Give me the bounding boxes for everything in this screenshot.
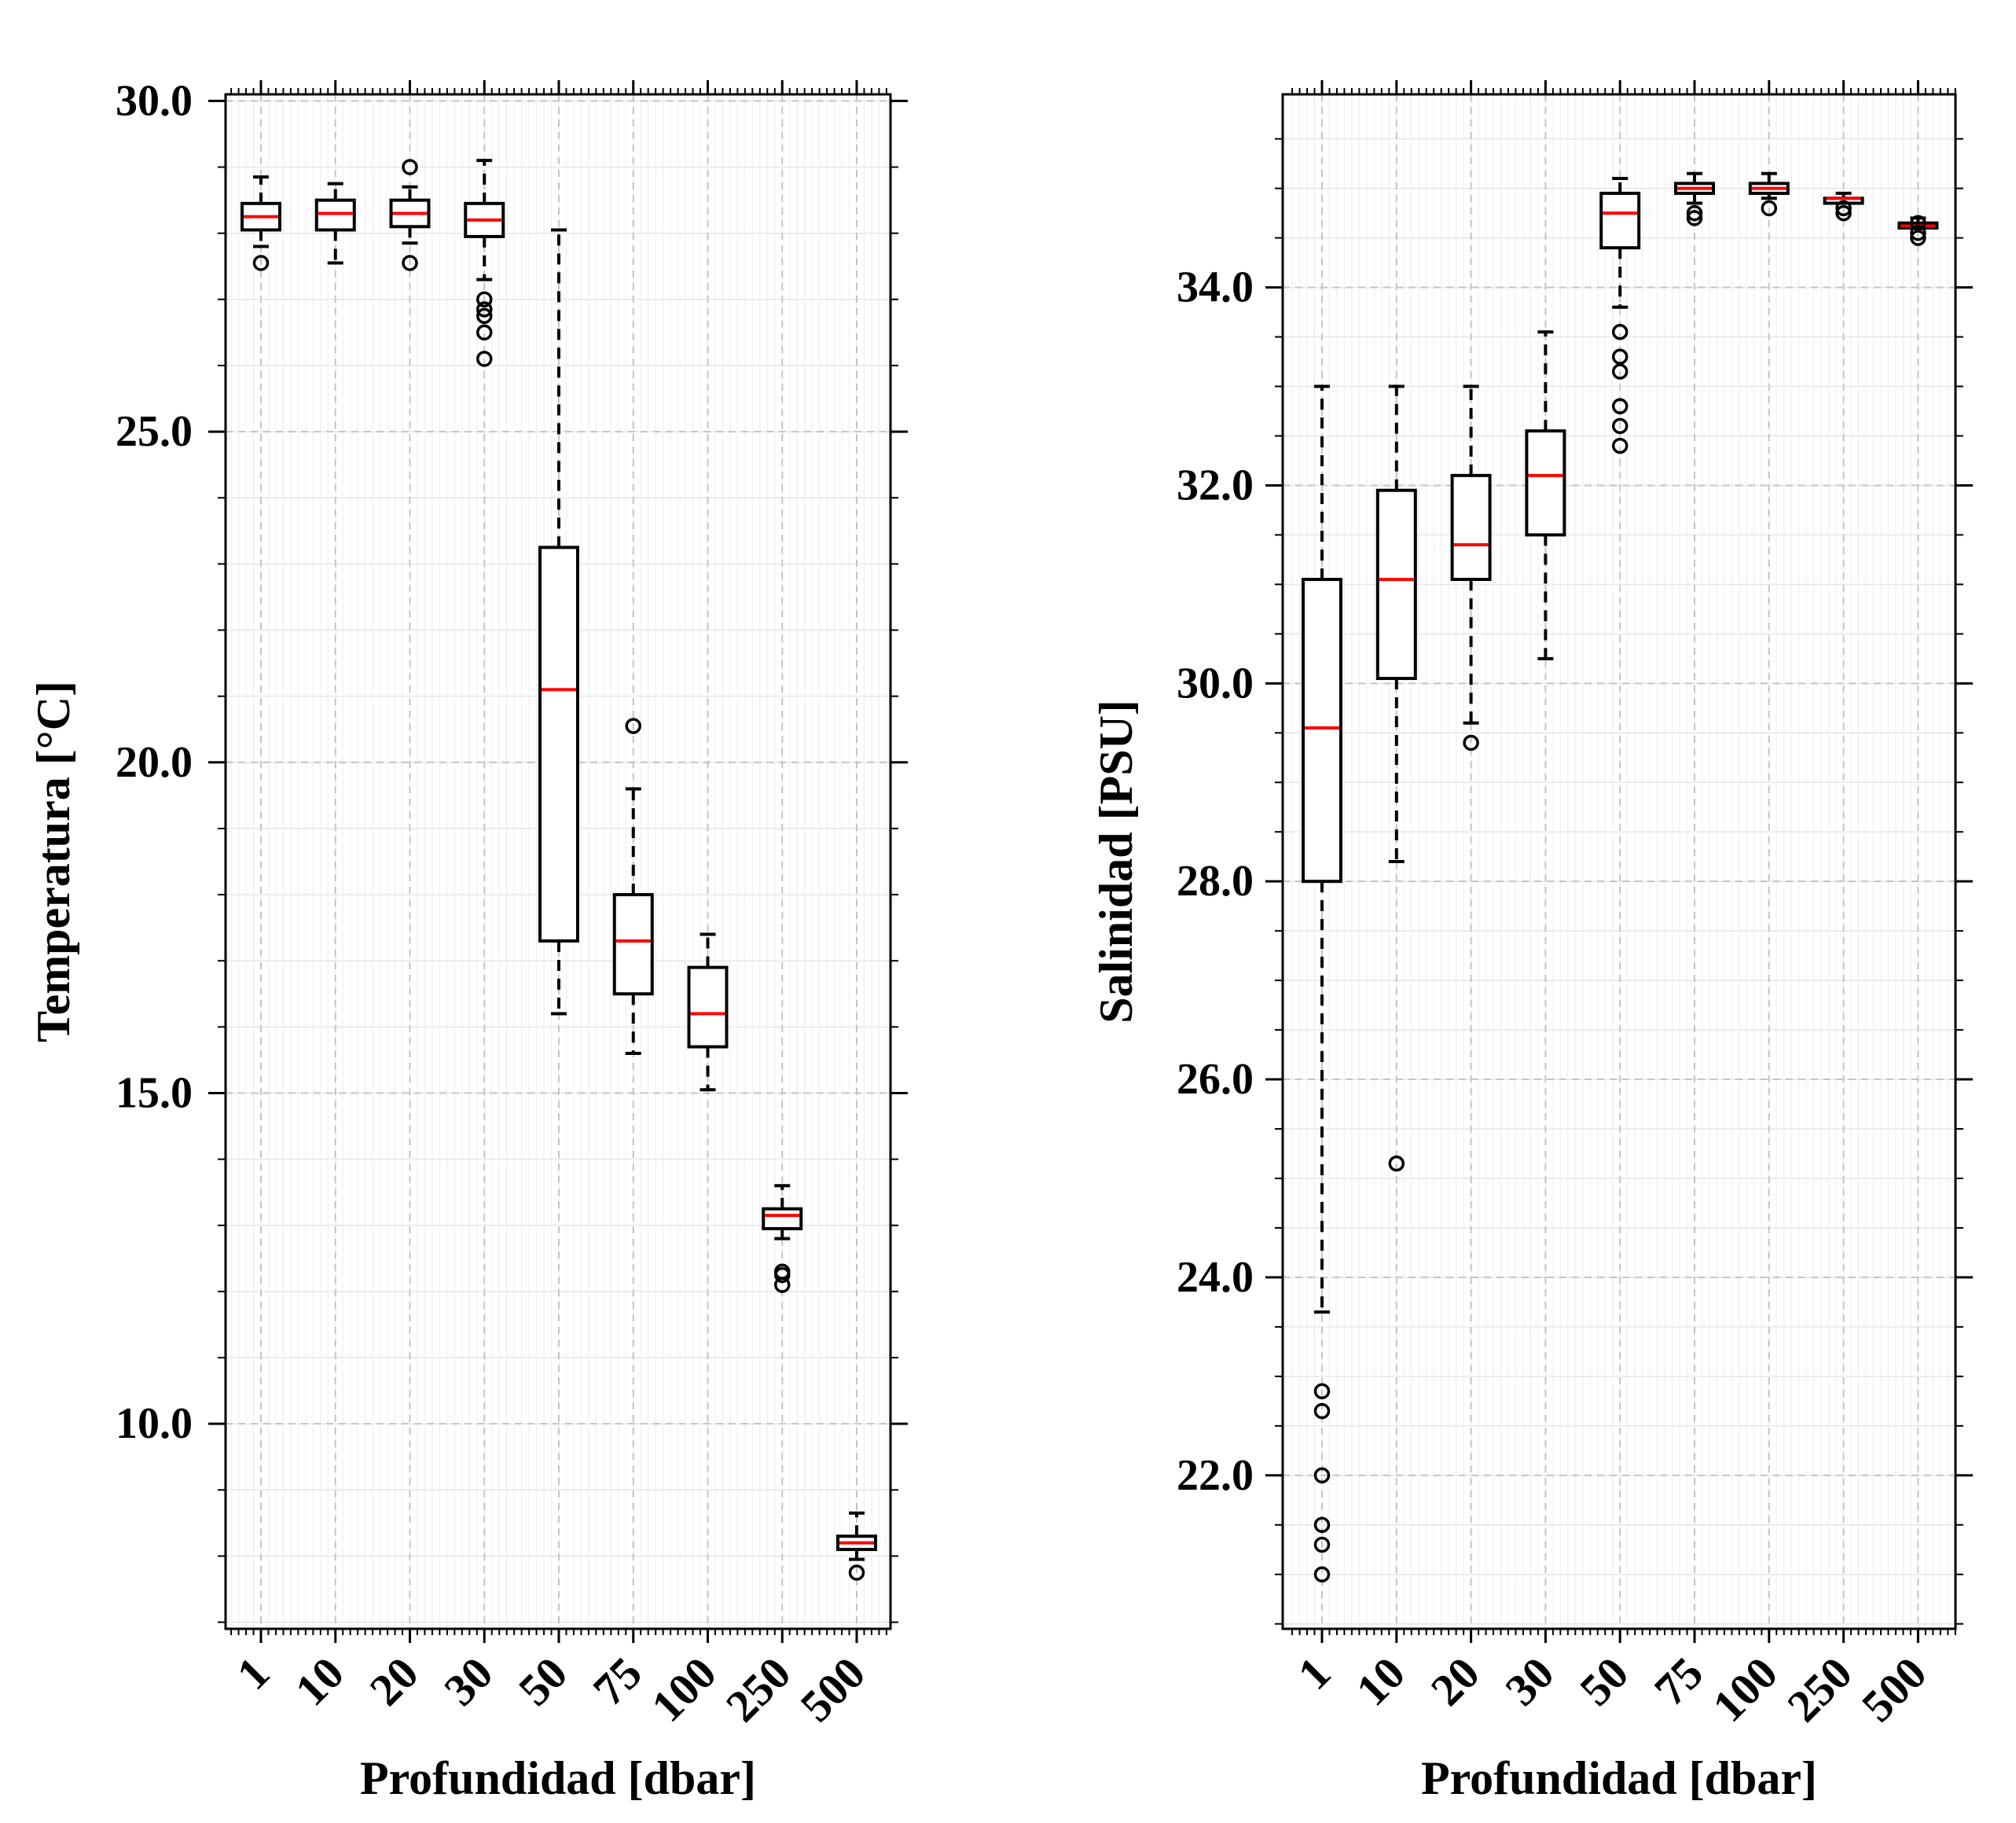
outlier-point (1313, 1467, 1331, 1484)
x-tick-label: 20 (360, 1647, 428, 1715)
outlier-point (1611, 348, 1629, 365)
box-500 (836, 1511, 877, 1581)
box-iqr (1450, 473, 1492, 582)
x-axis-title: Profundidad [dbar] (1421, 1752, 1817, 1804)
box-30 (464, 159, 505, 367)
outlier-point (774, 1266, 791, 1284)
x-tick-label: 20 (1421, 1647, 1489, 1715)
y-tick-label: 25.0 (116, 407, 193, 456)
y-tick-label: 10.0 (116, 1399, 193, 1448)
y-tick-label: 26.0 (1177, 1055, 1254, 1104)
y-tick-label: 30.0 (116, 76, 193, 125)
y-tick-label: 28.0 (1177, 857, 1254, 906)
box-75 (1674, 171, 1715, 226)
outlier-point (476, 301, 493, 318)
x-tick-label: 50 (1570, 1647, 1638, 1715)
y-tick-label: 34.0 (1177, 263, 1254, 312)
x-axis-title: Profundidad [dbar] (360, 1752, 756, 1804)
box-50 (1599, 177, 1641, 454)
box-100 (687, 932, 729, 1092)
y-axis-title: Temperatura [°C] (28, 681, 79, 1042)
box-100 (1748, 171, 1790, 217)
x-tick-label: 30 (1496, 1647, 1564, 1715)
outlier-point (1835, 204, 1852, 222)
x-tick-label: 75 (583, 1647, 652, 1715)
x-tick-label: 1 (1288, 1647, 1340, 1699)
outlier-point (476, 351, 493, 367)
outlier-point (1463, 734, 1479, 752)
box-500 (1897, 215, 1939, 246)
outlier-point (1313, 1566, 1331, 1582)
box-20 (389, 159, 431, 271)
outlier-point (1910, 215, 1926, 231)
x-tick-label: 500 (1852, 1647, 1936, 1731)
box-iqr (1302, 578, 1342, 884)
outlier-point (774, 1277, 791, 1293)
y-tick-label: 24.0 (1177, 1253, 1254, 1302)
box-iqr (314, 198, 356, 232)
outlier-point (1835, 200, 1852, 217)
outlier-point (476, 291, 493, 308)
outlier-point (1611, 363, 1629, 380)
outlier-point (1313, 1516, 1331, 1534)
x-tick-label: 1 (227, 1647, 279, 1699)
outlier-point (402, 159, 418, 175)
outlier-point (252, 255, 270, 271)
outlier-point (402, 255, 418, 271)
outlier-point (1388, 1155, 1405, 1172)
y-tick-label: 22.0 (1177, 1451, 1254, 1500)
x-tick-label: 250 (1777, 1647, 1861, 1731)
x-tick-label: 250 (716, 1647, 800, 1731)
box-1 (1302, 384, 1342, 1582)
box-250 (1823, 191, 1864, 222)
outlier-point (848, 1564, 865, 1581)
box-75 (612, 718, 654, 1055)
outlier-point (1611, 398, 1629, 414)
box-iqr (687, 965, 729, 1049)
outlier-point (1611, 437, 1629, 454)
outlier-point (1313, 1402, 1331, 1420)
outlier-point (1313, 1383, 1331, 1400)
y-tick-label: 30.0 (1177, 659, 1254, 708)
x-tick-label: 50 (509, 1647, 577, 1715)
x-tick-label: 500 (791, 1647, 875, 1731)
box-20 (1450, 384, 1492, 752)
outlier-point (1313, 1536, 1331, 1553)
x-tick-label: 10 (1346, 1647, 1415, 1715)
x-tick-label: 30 (434, 1647, 502, 1715)
outlier-point (1686, 204, 1703, 222)
x-tick-label: 75 (1644, 1647, 1713, 1715)
box-1 (241, 175, 281, 271)
box-iqr (538, 546, 579, 943)
box-iqr (612, 893, 654, 996)
outlier-point (1761, 200, 1778, 217)
outlier-point (1611, 323, 1629, 340)
box-10 (1375, 384, 1417, 1172)
outlier-point (1910, 225, 1926, 241)
x-tick-label: 10 (285, 1647, 354, 1715)
x-tick-label: 100 (1703, 1647, 1787, 1731)
outlier-point (1686, 210, 1703, 226)
outlier-point (1611, 417, 1629, 435)
salinity-boxplot-panel: 22.0 24.0 26.0 28.0 30.0 32.0 34.0 1 10 20 30 50 751… (1090, 80, 1973, 1804)
outlier-point (625, 718, 641, 734)
outlier-point (476, 307, 493, 325)
y-tick-label: 32.0 (1177, 461, 1254, 509)
outlier-point (1910, 230, 1926, 246)
box-10 (314, 182, 356, 265)
box-30 (1525, 330, 1566, 660)
outlier-point (476, 324, 493, 341)
box-iqr (1599, 191, 1641, 250)
box-50 (538, 228, 579, 1016)
box-iqr (1375, 488, 1417, 681)
box-iqr (1525, 429, 1566, 537)
box-iqr (762, 1207, 803, 1230)
box-250 (762, 1184, 803, 1293)
y-tick-label: 15.0 (116, 1068, 193, 1117)
y-axis-title: Salinidad [PSU] (1090, 700, 1142, 1024)
temperature-boxplot-panel: 10.0 15.0 20.0 25.0 30.0 1 10 20 30 50 75100250500… (28, 76, 908, 1804)
y-tick-label: 20.0 (116, 738, 193, 787)
x-tick-label: 100 (641, 1647, 725, 1731)
